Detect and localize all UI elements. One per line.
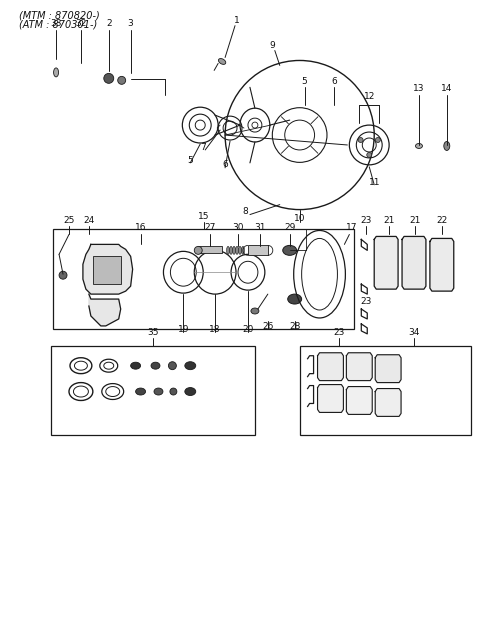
- Text: 23: 23: [360, 215, 372, 225]
- Text: 28: 28: [289, 322, 300, 331]
- Text: (ATM : 870301-): (ATM : 870301-): [19, 20, 97, 30]
- Text: 29: 29: [284, 223, 295, 233]
- Polygon shape: [347, 353, 372, 381]
- Ellipse shape: [154, 388, 163, 395]
- Text: 25: 25: [63, 215, 75, 225]
- Text: 22: 22: [436, 215, 447, 225]
- Circle shape: [367, 152, 372, 157]
- Ellipse shape: [54, 68, 59, 77]
- Polygon shape: [89, 294, 120, 326]
- Text: (MTM : 870820-): (MTM : 870820-): [19, 11, 100, 21]
- Text: 32: 32: [75, 19, 86, 27]
- Ellipse shape: [241, 246, 244, 255]
- Text: 14: 14: [441, 84, 453, 93]
- Polygon shape: [318, 384, 343, 412]
- Text: 13: 13: [413, 84, 425, 93]
- Bar: [51, 346, 255, 436]
- Circle shape: [168, 362, 176, 369]
- Ellipse shape: [227, 246, 229, 255]
- Circle shape: [194, 246, 202, 255]
- Ellipse shape: [444, 142, 450, 150]
- Text: 35: 35: [147, 328, 159, 337]
- Ellipse shape: [185, 362, 196, 369]
- Text: 2: 2: [106, 19, 111, 27]
- Text: 20: 20: [242, 325, 253, 334]
- Text: 31: 31: [254, 223, 265, 233]
- Text: 9: 9: [269, 41, 275, 49]
- Circle shape: [59, 271, 67, 279]
- Polygon shape: [318, 353, 343, 381]
- Polygon shape: [375, 355, 401, 383]
- Text: 21: 21: [409, 215, 420, 225]
- Ellipse shape: [131, 362, 141, 369]
- Polygon shape: [374, 236, 398, 289]
- Ellipse shape: [151, 362, 160, 369]
- Text: 24: 24: [83, 215, 95, 225]
- Text: 8: 8: [242, 207, 248, 215]
- Text: 23: 23: [334, 328, 345, 337]
- Text: 1: 1: [234, 16, 240, 25]
- Text: 6: 6: [222, 160, 228, 169]
- Circle shape: [118, 76, 126, 84]
- Ellipse shape: [232, 246, 236, 255]
- Text: 19: 19: [178, 325, 189, 334]
- Text: 23: 23: [360, 297, 372, 306]
- Text: 6: 6: [332, 77, 337, 86]
- Ellipse shape: [185, 388, 196, 396]
- Text: 11: 11: [369, 178, 380, 187]
- Text: 10: 10: [294, 213, 305, 223]
- Circle shape: [170, 388, 177, 395]
- Text: 5: 5: [187, 156, 193, 165]
- Polygon shape: [347, 386, 372, 414]
- Bar: [248, 245, 268, 255]
- Ellipse shape: [283, 245, 297, 255]
- Circle shape: [104, 74, 114, 84]
- Text: 16: 16: [135, 223, 146, 233]
- Text: 33: 33: [50, 19, 62, 27]
- Ellipse shape: [288, 294, 301, 304]
- Ellipse shape: [239, 246, 241, 255]
- Text: 17: 17: [346, 223, 357, 233]
- Bar: [53, 230, 354, 329]
- Ellipse shape: [251, 308, 259, 314]
- Polygon shape: [402, 236, 426, 289]
- Circle shape: [358, 137, 363, 142]
- Text: 21: 21: [384, 215, 395, 225]
- Text: 26: 26: [262, 322, 274, 331]
- Ellipse shape: [236, 246, 239, 255]
- Text: 15: 15: [198, 212, 209, 220]
- Text: 12: 12: [363, 92, 375, 101]
- Ellipse shape: [218, 59, 226, 64]
- Circle shape: [375, 137, 380, 142]
- Bar: [198, 246, 222, 253]
- Text: 30: 30: [232, 223, 244, 233]
- Text: 3: 3: [128, 19, 133, 27]
- Text: 7: 7: [200, 143, 206, 152]
- Polygon shape: [375, 389, 401, 416]
- Bar: [93, 256, 120, 284]
- Text: 5: 5: [302, 77, 308, 86]
- Text: 27: 27: [204, 223, 216, 233]
- Polygon shape: [430, 238, 454, 291]
- Bar: [300, 346, 471, 436]
- Text: 18: 18: [209, 325, 221, 334]
- Text: 34: 34: [408, 328, 420, 337]
- Polygon shape: [83, 245, 132, 294]
- Ellipse shape: [136, 388, 145, 395]
- Ellipse shape: [229, 246, 232, 255]
- Ellipse shape: [416, 144, 422, 149]
